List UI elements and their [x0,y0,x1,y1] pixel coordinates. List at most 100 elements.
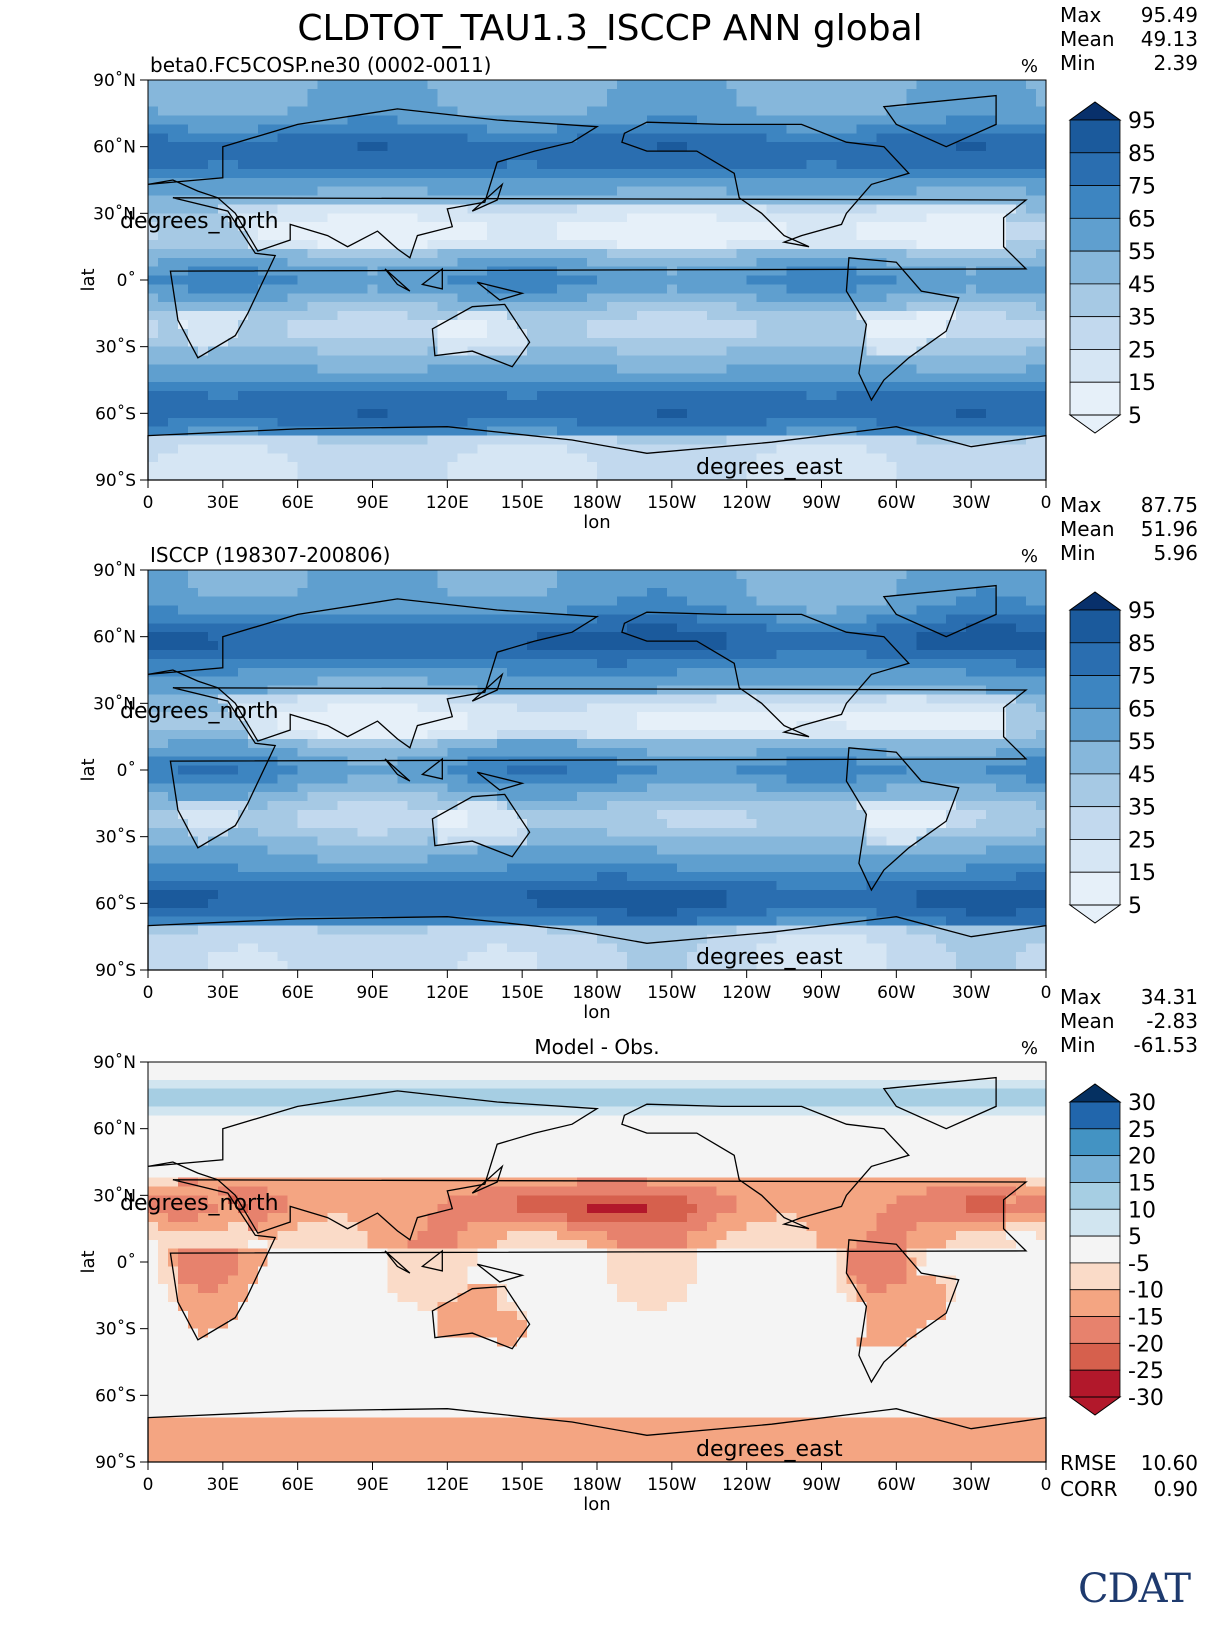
x-tick-label: 30W [952,983,991,1003]
y-axis-label: lat [78,758,99,781]
x-tick-label: 30E [207,1475,239,1495]
stat-value: 49.13 [1141,27,1198,51]
colorbar-box [1069,349,1121,383]
x-tick-label: 90W [802,1475,841,1495]
colorbar-label: 85 [1128,632,1156,657]
x-tick-label: 90W [802,983,841,1003]
x-tick-label: 120W [722,493,771,513]
colorbar-label: 25 [1128,338,1156,363]
colorbar-box [1069,1369,1121,1398]
x-tick-label: 120E [426,493,469,513]
footer-stat-value: 0.90 [1153,1477,1198,1501]
x-tick-label: 120W [722,983,771,1003]
y-tick-label: 30˚N [93,693,136,714]
coastline [431,303,531,368]
colorbar-box [1069,1182,1121,1210]
x-tick-label: 60E [281,1475,313,1495]
colorbar-box [1069,609,1121,644]
colorbar-label: 35 [1128,796,1156,821]
y-tick-label: 0˚ [117,1252,136,1273]
colorbar-label: 85 [1128,142,1156,167]
units-label: % [1021,1038,1038,1059]
y-tick-label: 60˚S [95,403,136,424]
x-tick-label: 150E [501,1475,544,1495]
coastline [845,1239,960,1384]
map-panel-1: beta0.FC5COSP.ne30 (0002-0011) % Max 95.49 M… [78,3,1198,533]
x-tick-label: 0 [143,1475,154,1495]
x-tick-label: 180W [572,493,621,513]
colorbar-box [1069,1289,1121,1317]
x-unit-label: degrees_east [696,945,843,970]
units-label: % [1021,546,1038,567]
coastline [471,182,504,212]
y-tick-label: 60˚S [95,1385,136,1406]
y-tick-label: 90˚S [95,470,136,491]
y-unit-label: degrees_north [120,699,279,724]
colorbar-box [1069,217,1121,252]
stat-label: Max [1060,3,1102,27]
colorbar-box [1069,839,1121,873]
colorbar-label: 25 [1128,828,1156,853]
x-tick-label: 0 [143,983,154,1003]
footer-stat-label: RMSE [1060,1451,1116,1475]
stat-value: 2.39 [1153,51,1198,75]
colorbar-box [1069,1342,1121,1371]
stat-value: -61.53 [1134,1033,1198,1057]
stat-label: Mean [1060,27,1115,51]
colorbar-label: -20 [1128,1332,1164,1357]
colorbar-box [1069,806,1121,840]
y-tick-label: 60˚N [93,1119,136,1140]
coastline [476,1263,525,1283]
coastline [384,268,411,292]
colorbar-box [1069,871,1121,906]
colorbar: 95 85 75 65 55 45 35 25 15 5 [1068,591,1156,924]
y-tick-label: 90˚N [93,1052,136,1073]
cdat-logo: CDAT [1077,1566,1191,1612]
x-tick-label: 0 [1041,1475,1052,1495]
footer-stat-label: CORR [1060,1477,1118,1501]
colorbar-box [1069,152,1121,186]
stat-label: Min [1060,541,1096,565]
x-tick-label: 150E [501,983,544,1003]
y-tick-label: 90˚N [93,70,136,91]
y-tick-label: 60˚N [93,627,136,648]
x-tick-label: 90E [356,493,388,513]
coastline [882,1076,997,1130]
colorbar-label: -25 [1128,1359,1164,1384]
x-unit-label: degrees_east [696,1437,843,1462]
coastline [882,94,997,148]
coastline [471,1164,504,1194]
x-tick-label: 90E [356,983,388,1003]
stat-value: 51.96 [1141,517,1198,541]
panel-subtitle: ISCCP (198307-200806) [150,543,390,567]
colorbar-label: 45 [1128,273,1156,298]
colorbar-label: 15 [1128,861,1156,886]
colorbar-label: 35 [1128,306,1156,331]
colorbar-box [1069,740,1121,775]
colorbar-box [1069,1262,1121,1291]
x-tick-label: 60E [281,493,313,513]
coastline [621,121,910,248]
colorbar-label: 95 [1128,109,1156,134]
coastline [431,793,531,858]
stat-value: -2.83 [1146,1009,1198,1033]
coastline [882,584,997,638]
stat-label: Min [1060,1033,1096,1057]
colorbar-label: 75 [1128,175,1156,200]
coastline [147,598,600,749]
x-axis-label: lon [583,1494,610,1515]
colorbar-top-arrow [1068,1083,1122,1103]
stat-value: 34.31 [1141,985,1198,1009]
panel-subtitle: Model - Obs. [534,1035,659,1059]
y-tick-label: 0˚ [117,760,136,781]
coastline [476,771,525,791]
x-tick-label: 90E [356,1475,388,1495]
y-unit-label: degrees_north [120,1191,279,1216]
x-tick-label: 0 [1041,983,1052,1003]
colorbar-label: 65 [1128,207,1156,232]
coastline [621,1103,910,1230]
x-tick-label: 150W [647,493,696,513]
colorbar-box [1069,283,1121,318]
